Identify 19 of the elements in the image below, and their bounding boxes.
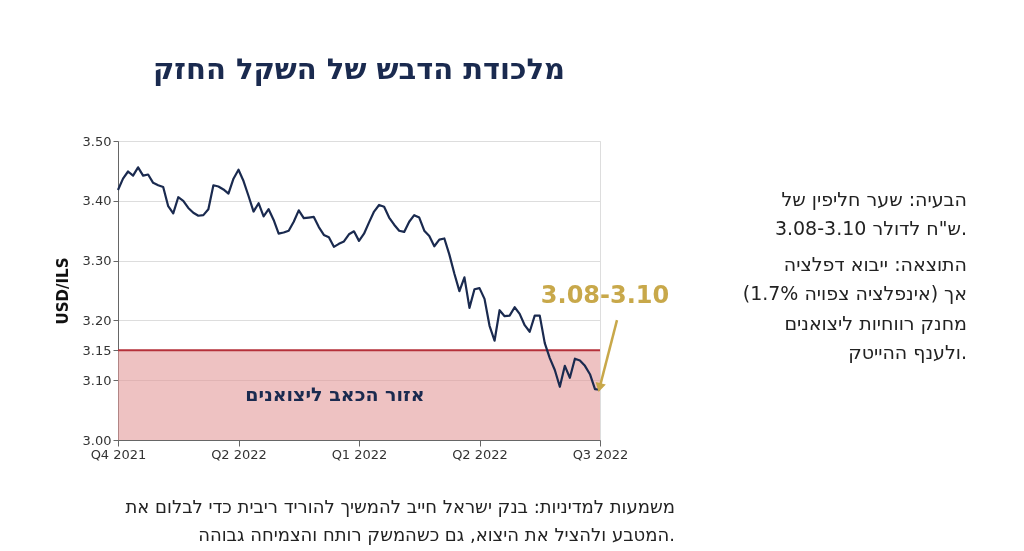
x-tick-label: Q4 2021 — [90, 446, 147, 462]
y-tick-label: 3.10 — [82, 372, 112, 388]
x-tick-label: Q3 2022 — [572, 446, 629, 462]
text: משמעות למדיניות: בנק ישראל חייב להמשיך להוריד ריבית כדי לבלום את המטבע ולהציל את היצוא, גם כשהמשק רותח והצמיחה גבוהה. — [125, 496, 675, 545]
annotation: 3.08-3.10 — [540, 281, 670, 310]
x-tick-label: Q2 2022 — [452, 446, 508, 462]
y-tick-label: 3.50 — [82, 133, 112, 149]
y-tick-label: 3.20 — [82, 312, 112, 328]
y-axis-title: USD/ILS — [53, 257, 72, 325]
y-tick-label: 3.00 — [82, 432, 112, 448]
text: הבעיה: שער חליפין של 3.08-3.10 ש"ח לדולר. — [774, 188, 967, 240]
text: התוצאה: ייבוא דפלציה (אינפלציה צפויה 1.7%) אך מחנק רווחיות ליצואנים ולענף ההייטק. — [742, 253, 967, 364]
y-tick-label: 3.30 — [82, 253, 112, 269]
x-tick-label: Q2 2022 — [211, 446, 267, 462]
y-tick-label: 3.40 — [82, 193, 112, 209]
x-tick-label: Q1 2022 — [331, 446, 388, 462]
y-tick-label: 3.15 — [82, 342, 112, 358]
chart-title: מלכודת הדבש של השקל החזק — [153, 52, 565, 86]
band-label: אזור הכאב ליצואנים — [245, 383, 425, 406]
